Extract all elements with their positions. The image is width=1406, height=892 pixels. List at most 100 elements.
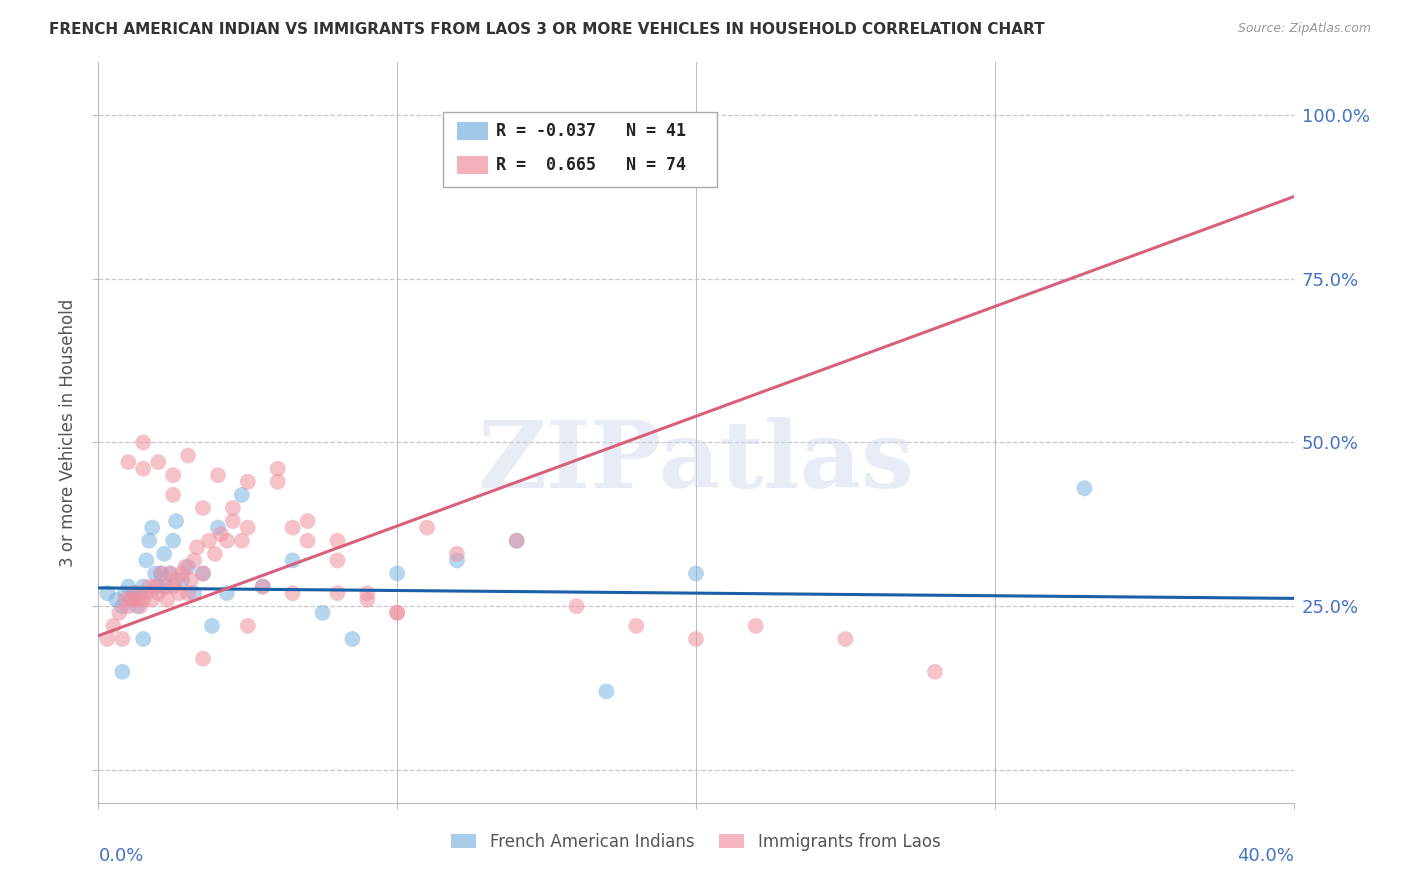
Text: 0.0%: 0.0% [98,847,143,865]
Text: ZIPatlas: ZIPatlas [478,417,914,508]
Legend: French American Indians, Immigrants from Laos: French American Indians, Immigrants from… [444,826,948,857]
Y-axis label: 3 or more Vehicles in Household: 3 or more Vehicles in Household [59,299,77,566]
Point [153,547,176,561]
Point [297,533,319,548]
Point [172,573,194,587]
Text: R = -0.037   N = 41: R = -0.037 N = 41 [496,122,686,140]
Point [222,500,245,515]
Point [565,599,588,614]
Point [595,684,617,698]
Point [183,586,205,600]
Point [132,435,155,450]
Point [165,573,187,587]
Point [236,521,259,535]
Point [162,468,184,483]
Point [132,580,155,594]
Point [132,592,155,607]
Point [252,580,274,594]
Point [96,586,118,600]
Point [209,527,232,541]
Point [143,580,166,594]
Point [834,632,856,646]
Point [177,449,200,463]
Point [117,455,139,469]
Point [685,566,707,581]
Point [129,599,152,614]
Point [148,580,170,594]
Point [114,586,136,600]
Point [281,521,304,535]
Point [129,586,152,600]
Point [191,651,214,665]
Point [138,580,160,594]
Point [105,592,128,607]
Text: Source: ZipAtlas.com: Source: ZipAtlas.com [1237,22,1371,36]
Point [127,592,149,607]
Point [159,566,181,581]
Text: R =  0.665   N = 74: R = 0.665 N = 74 [496,156,686,174]
Point [174,560,197,574]
Point [162,533,184,548]
Point [183,553,205,567]
Point [297,514,319,528]
Point [215,533,238,548]
Point [135,586,157,600]
Point [191,566,214,581]
Point [108,606,131,620]
Point [172,566,194,581]
Point [267,461,290,475]
Point [191,566,214,581]
Point [215,586,238,600]
Point [201,619,224,633]
Point [127,599,149,614]
Point [281,553,304,567]
Point [124,586,146,600]
Text: FRENCH AMERICAN INDIAN VS IMMIGRANTS FROM LAOS 3 OR MORE VEHICLES IN HOUSEHOLD C: FRENCH AMERICAN INDIAN VS IMMIGRANTS FRO… [49,22,1045,37]
Point [177,560,200,574]
Point [626,619,648,633]
Point [745,619,768,633]
Point [124,586,146,600]
Point [143,566,166,581]
Point [252,580,274,594]
Point [141,521,163,535]
Point [326,553,349,567]
Point [120,592,142,607]
Point [924,665,946,679]
Point [416,521,439,535]
Point [132,632,155,646]
Point [167,586,190,600]
Point [222,514,245,528]
Point [111,632,134,646]
Point [114,592,136,607]
Point [120,592,142,607]
Point [150,566,173,581]
Point [207,521,229,535]
Point [446,553,468,567]
Point [96,632,118,646]
Point [186,541,208,555]
Point [132,461,155,475]
Point [356,592,378,607]
Point [148,586,170,600]
Point [385,606,409,620]
Point [326,586,349,600]
Point [148,455,170,469]
Point [236,475,259,489]
Point [231,488,253,502]
Point [141,592,163,607]
Point [162,580,184,594]
Point [685,632,707,646]
Point [162,488,184,502]
Point [177,586,200,600]
Point [198,533,221,548]
Point [446,547,468,561]
Point [165,514,187,528]
Point [342,632,364,646]
Point [385,566,409,581]
Point [326,533,349,548]
Point [236,619,259,633]
Point [159,566,181,581]
Point [356,586,378,600]
Point [267,475,290,489]
